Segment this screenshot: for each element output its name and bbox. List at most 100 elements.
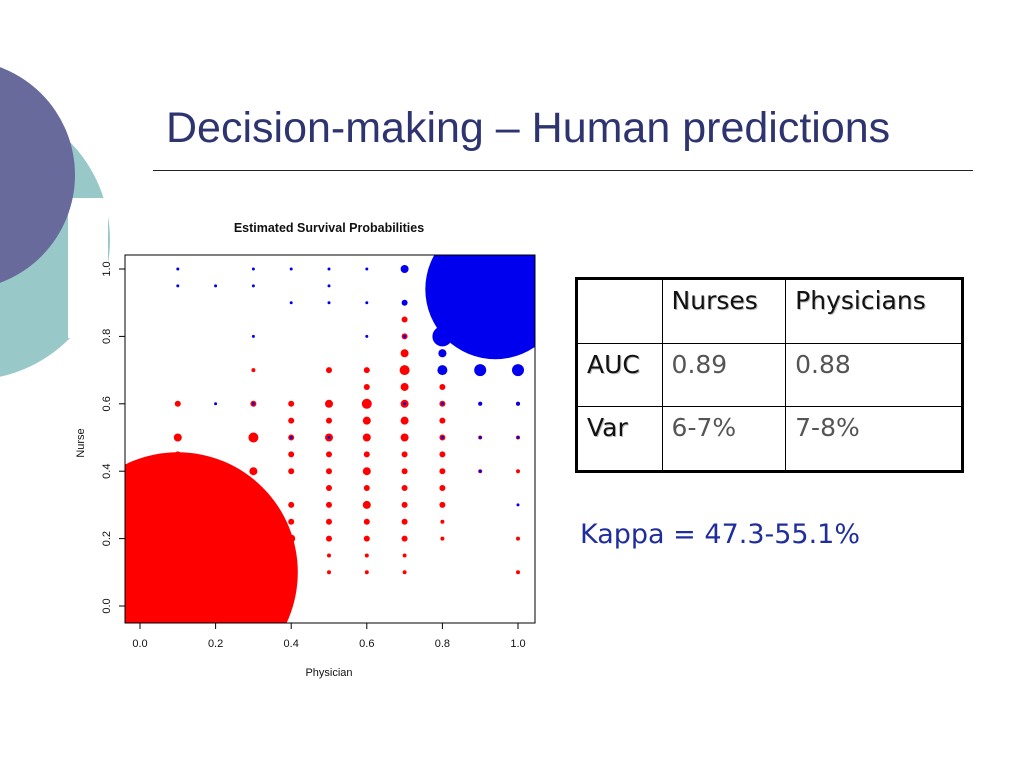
table-cell: 0.88	[785, 342, 963, 408]
series-1-point-35	[516, 503, 520, 507]
series-1-point-23	[327, 284, 331, 288]
series-0-point-37	[326, 468, 332, 475]
series-0-point-84	[439, 485, 446, 492]
slide-title: Decision-making – Human predictions	[166, 104, 891, 152]
table-header-physicians: Physicians	[785, 278, 963, 344]
series-0-point-28	[288, 518, 295, 525]
series-0-point-12	[212, 569, 219, 576]
series-0-point-32	[326, 367, 332, 374]
series-0-point-19	[249, 534, 258, 543]
series-0-point-15	[249, 467, 258, 476]
title-underline	[153, 170, 973, 171]
series-0-point-69	[401, 518, 408, 525]
series-0-point-41	[326, 535, 332, 542]
x-tick-label: 0.4	[284, 638, 299, 650]
series-0-point-67	[401, 485, 408, 492]
series-1-point-38	[251, 334, 255, 338]
plot-frame	[124, 254, 536, 624]
table-row-label: Var	[576, 406, 663, 472]
series-1-point-13	[478, 401, 483, 406]
y-tick-label: 0.0	[101, 598, 113, 613]
x-tick-label: 0.8	[435, 638, 450, 650]
series-0-point-30	[288, 552, 295, 559]
series-1-point-15	[176, 267, 180, 271]
series-0-point-48	[362, 433, 371, 442]
series-0-point-60	[399, 365, 410, 376]
series-0-point-25	[288, 451, 295, 458]
series-0-point-50	[362, 467, 371, 476]
series-1-point-21	[289, 301, 293, 305]
series-1-point-12	[438, 349, 447, 358]
series-0-point-105	[516, 570, 520, 575]
series-0-point-1	[174, 400, 181, 407]
slide-decoration	[0, 67, 110, 377]
series-0-point-40	[326, 518, 332, 525]
plot-points	[125, 255, 535, 623]
y-tick-label: 1.0	[101, 261, 113, 276]
series-1-point-33	[516, 436, 520, 439]
series-0-point-57	[401, 316, 408, 323]
series-1-point-6	[437, 365, 448, 376]
series-0-point-10	[210, 499, 221, 510]
series-0-point-39	[326, 501, 332, 508]
series-0-point-27	[288, 501, 295, 508]
series-0-point-78	[439, 383, 446, 390]
series-0-point-61	[400, 382, 409, 391]
series-0-point-54	[363, 535, 370, 542]
series-0-point-33	[325, 399, 333, 408]
y-axis-label: Nurse	[75, 428, 87, 457]
series-0-point-53	[363, 518, 370, 525]
series-0-point-34	[326, 417, 332, 424]
series-1-point-16	[176, 284, 180, 288]
series-1-point-30	[440, 402, 444, 406]
series-0-point-17	[248, 499, 259, 510]
table-row: Var 6-7% 7-8%	[576, 406, 963, 472]
series-0-point-59	[400, 349, 409, 358]
plot-axes: 0.0 0.2 0.4 0.6 0.8 1.0 0.0 0.2 0.4 0.6 0.8 1.0	[101, 261, 526, 650]
series-0-point-44	[363, 367, 370, 374]
series-0-point-31	[288, 569, 295, 576]
series-0-point-9	[212, 491, 219, 498]
table-cell: 7-8%	[785, 406, 963, 472]
series-1-point-37	[289, 436, 293, 439]
series-0-point-46	[361, 398, 372, 409]
series-1-point-14	[516, 401, 520, 406]
series-0-point-6	[174, 491, 181, 498]
series-1-point-25	[365, 267, 369, 271]
series-0-point-3	[174, 451, 181, 458]
y-tick-label: 0.4	[101, 464, 113, 479]
series-1-point-18	[251, 267, 255, 271]
series-0-point-63	[400, 416, 409, 425]
series-0-point-8	[212, 478, 219, 485]
series-0-point-80	[439, 417, 446, 424]
series-0-point-16	[250, 485, 257, 492]
series-1-point-19	[251, 284, 255, 288]
series-0-point-42	[327, 553, 331, 558]
results-table: Nurses Physicians AUC 0.89 0.88 Var 6-7%…	[575, 277, 964, 473]
x-tick-label: 0.2	[208, 638, 223, 650]
series-1-point-26	[365, 301, 369, 305]
table-header-nurses: Nurses	[661, 278, 787, 344]
series-1-point-27	[365, 334, 369, 338]
series-1-point-24	[327, 301, 331, 305]
series-1-point-22	[327, 267, 331, 271]
series-1-point-34	[478, 469, 482, 473]
series-0-point-83	[439, 468, 446, 475]
series-0-point-22	[288, 400, 295, 407]
table-cell: 6-7%	[661, 406, 787, 472]
series-0-point-104	[516, 536, 520, 541]
y-tick-label: 0.8	[101, 329, 113, 344]
series-0-point-11	[211, 534, 220, 543]
series-0-point-56	[364, 570, 369, 575]
series-1-point-31	[440, 436, 444, 439]
x-axis-label: Physician	[305, 667, 352, 679]
series-0-point-82	[439, 451, 446, 458]
series-0-point-26	[288, 468, 295, 475]
series-1-point-1	[505, 323, 531, 350]
scatter-chart: Estimated Survival Probabilities 0.0 0.2 0…	[75, 221, 536, 679]
series-0-point-72	[402, 570, 407, 575]
series-0-point-86	[440, 519, 445, 524]
series-0-point-14	[248, 432, 259, 443]
series-0-point-85	[439, 501, 446, 508]
series-0-point-103	[516, 469, 520, 474]
